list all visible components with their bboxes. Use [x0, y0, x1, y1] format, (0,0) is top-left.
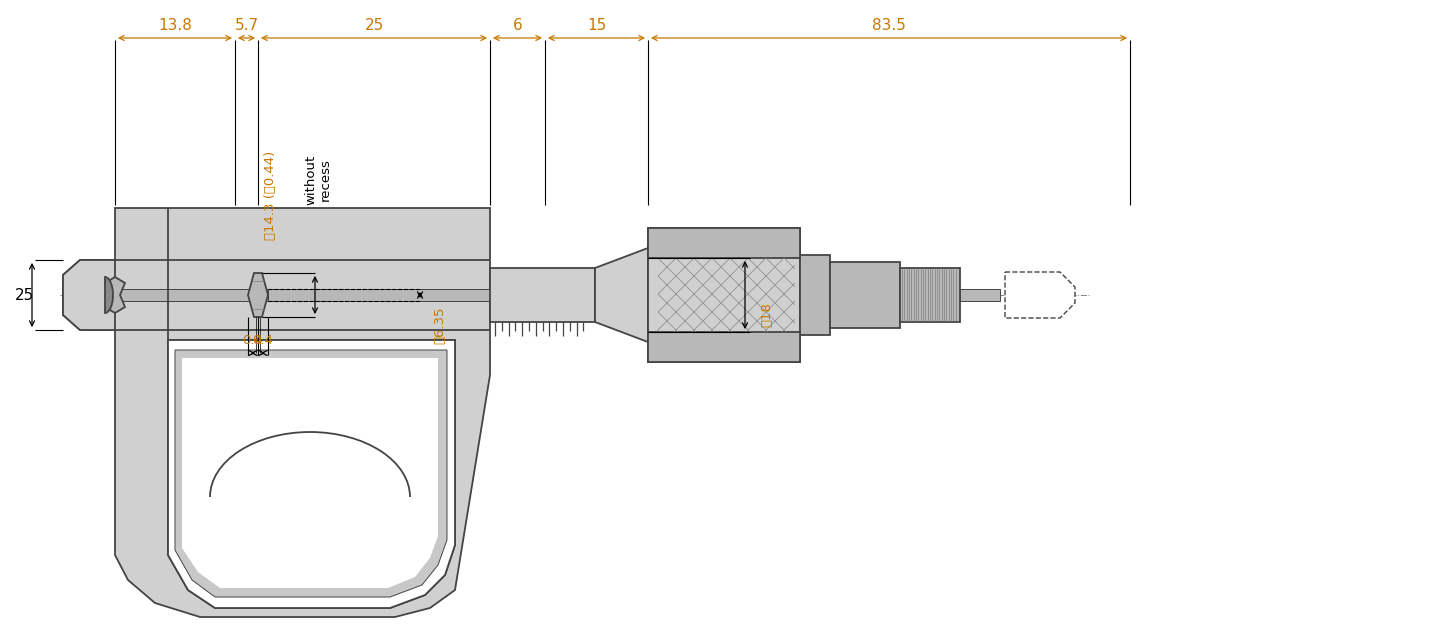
Polygon shape: [104, 277, 125, 313]
Text: ؄14.3 (؄0.44): ؄14.3 (؄0.44): [264, 150, 277, 240]
Polygon shape: [104, 277, 113, 313]
Polygon shape: [168, 340, 455, 608]
Polygon shape: [183, 358, 438, 588]
Text: 83.5: 83.5: [872, 18, 906, 33]
Polygon shape: [168, 340, 455, 608]
Bar: [961, 289, 1000, 301]
Bar: [490, 268, 596, 322]
Polygon shape: [596, 248, 648, 342]
Polygon shape: [62, 208, 490, 617]
Text: without
recess: without recess: [304, 155, 332, 205]
Bar: [648, 332, 800, 362]
Bar: [648, 228, 800, 362]
Text: 6: 6: [513, 18, 523, 33]
Bar: [114, 289, 490, 301]
Polygon shape: [1006, 272, 1075, 318]
Text: 5.7: 5.7: [235, 18, 258, 33]
Bar: [900, 268, 961, 322]
Text: 0.4: 0.4: [252, 335, 274, 347]
Text: ؄6.35: ؄6.35: [433, 306, 446, 344]
Text: 25: 25: [14, 287, 33, 303]
Text: 13.8: 13.8: [158, 18, 191, 33]
Text: 15: 15: [587, 18, 606, 33]
Text: 25: 25: [364, 18, 384, 33]
Bar: [268, 289, 490, 301]
Polygon shape: [62, 260, 114, 330]
Text: ؄18: ؄18: [761, 303, 774, 328]
Polygon shape: [175, 350, 446, 597]
Bar: [830, 262, 900, 328]
Text: 0.4: 0.4: [242, 335, 264, 347]
Polygon shape: [248, 273, 268, 317]
Bar: [800, 255, 830, 335]
Bar: [648, 228, 800, 258]
